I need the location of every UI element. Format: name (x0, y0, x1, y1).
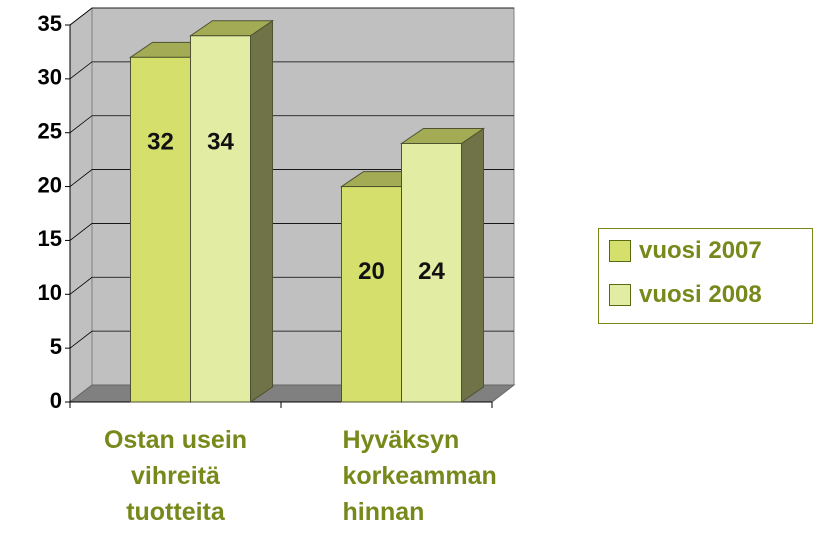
legend-label: vuosi 2007 (639, 237, 762, 264)
x-tick-label: Hyväksyn korkeamman hinnan (342, 426, 497, 526)
grid-line (69, 61, 514, 80)
value-label: 32 (147, 129, 174, 156)
y-tick-label: 20 (38, 172, 62, 197)
legend-label: vuosi 2008 (639, 281, 762, 308)
bar (130, 56, 191, 403)
y-tick-label: 30 (38, 65, 62, 90)
legend-swatch (609, 284, 631, 306)
y-tick-label: 0 (50, 388, 62, 413)
y-tick-label: 15 (38, 226, 62, 251)
bar (401, 142, 462, 403)
side-wall (69, 6, 93, 404)
legend: vuosi 2007 vuosi 2008 (598, 228, 813, 324)
x-tick-label: Ostan usein vihreitä tuotteita (103, 426, 248, 526)
grid-line (69, 169, 514, 187)
y-tick-label: 10 (38, 280, 62, 305)
bar-side (461, 127, 484, 403)
legend-item: vuosi 2007 (599, 229, 812, 273)
value-label: 24 (418, 258, 445, 285)
grid-line (69, 115, 514, 134)
y-tick-label: 25 (38, 119, 62, 144)
grid-line (69, 7, 514, 26)
legend-swatch (609, 240, 631, 262)
y-tick-label: 35 (38, 11, 62, 36)
bar (341, 186, 402, 403)
y-tick-label: 5 (50, 334, 62, 359)
value-label: 20 (358, 258, 385, 285)
legend-item: vuosi 2008 (599, 273, 812, 317)
bar (190, 35, 251, 403)
bar-side (250, 19, 273, 403)
value-label: 34 (207, 129, 234, 156)
